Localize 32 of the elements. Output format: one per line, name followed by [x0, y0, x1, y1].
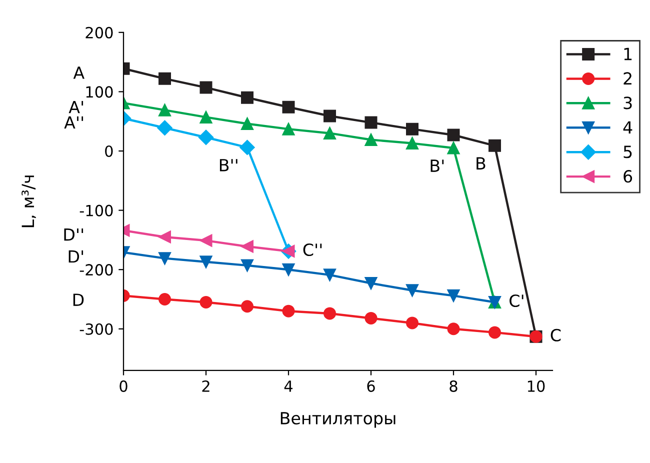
legend-label: 1 [624, 48, 632, 60]
annotation: B [476, 157, 486, 170]
legend-label: 2 [624, 72, 632, 85]
y-tick-label: -300 [80, 323, 113, 335]
annotation: D' [68, 250, 84, 263]
x-tick-label: 10 [528, 380, 545, 392]
legend-label: 6 [624, 170, 632, 183]
legend-label: 5 [624, 146, 632, 158]
x-tick-label: 4 [284, 380, 293, 392]
annotation: B' [430, 160, 444, 172]
y-tick-label: 100 [86, 86, 113, 98]
annotation: A'' [64, 116, 84, 129]
x-tick-label: 0 [120, 380, 128, 392]
annotation: C' [510, 294, 524, 308]
annotation: C'' [303, 243, 322, 256]
y-tick-label: 200 [86, 26, 113, 38]
y-tick-label: -100 [80, 204, 113, 216]
x-axis-title: Вентиляторы [280, 412, 396, 428]
x-tick-label: 2 [202, 380, 210, 392]
annotation: B'' [220, 159, 238, 172]
y-tick-label: -200 [80, 264, 113, 276]
x-tick-label: 8 [450, 380, 458, 392]
y-axis-title: L, м³/ч [22, 176, 36, 228]
x-tick-label: 6 [367, 380, 375, 392]
annotation: D'' [64, 228, 84, 241]
legend-label: 4 [623, 121, 632, 134]
y-tick-label: 0 [105, 145, 113, 158]
annotation: A' [68, 100, 84, 114]
legend-label: 3 [624, 96, 632, 110]
annotation: D [73, 294, 84, 306]
annotation: A [73, 66, 84, 79]
annotation: C [550, 328, 561, 342]
